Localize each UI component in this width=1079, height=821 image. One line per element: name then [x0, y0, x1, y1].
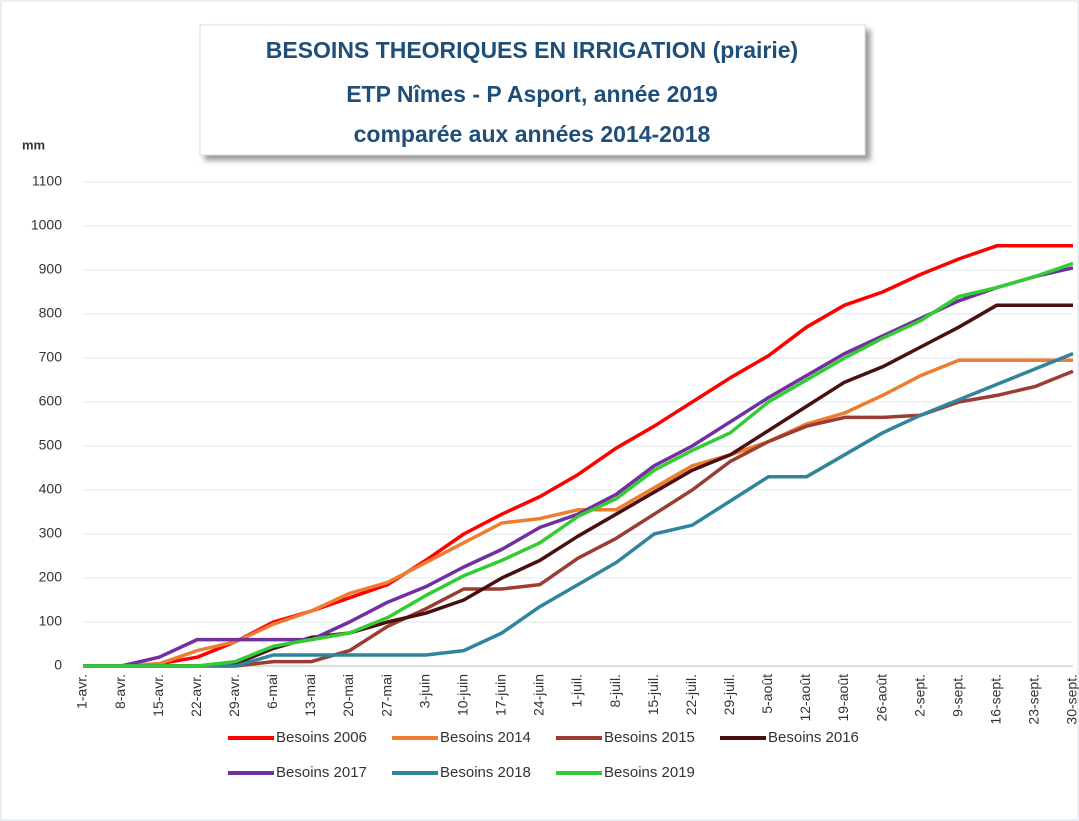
legend-label: Besoins 2018 [440, 764, 531, 781]
series-line [83, 358, 1073, 668]
y-axis-label: mm [22, 137, 45, 152]
x-tick-label: 3-juin [416, 674, 432, 708]
legend-label: Besoins 2016 [768, 729, 859, 746]
y-tick-label: 800 [39, 305, 63, 321]
x-tick-label: 9-sept. [949, 674, 965, 717]
x-tick-label: 8-juil. [607, 674, 623, 707]
y-tick-label: 500 [39, 437, 63, 453]
chart-title: comparée aux années 2014-2018 [354, 121, 711, 147]
x-tick-label: 23-sept. [1026, 674, 1042, 725]
x-tick-label: 24-juin [531, 674, 547, 716]
y-tick-label: 900 [39, 261, 63, 277]
y-tick-label: 200 [39, 569, 63, 585]
x-tick-label: 19-août [835, 674, 851, 722]
x-tick-label: 15-juil. [645, 674, 661, 715]
x-tick-label: 12-août [797, 674, 813, 722]
chart-title: ETP Nîmes - P Asport, année 2019 [346, 81, 718, 107]
x-tick-label: 2-sept. [911, 674, 927, 717]
x-tick-label: 17-juin [493, 674, 509, 716]
legend-label: Besoins 2014 [440, 729, 531, 746]
x-tick-label: 15-avr. [150, 674, 166, 717]
x-tick-label: 26-août [873, 674, 889, 722]
y-tick-label: 1100 [32, 173, 62, 189]
y-tick-label: 0 [54, 657, 62, 673]
y-tick-label: 700 [39, 349, 63, 365]
x-tick-label: 22-juil. [683, 674, 699, 715]
x-tick-label: 13-mai [302, 674, 318, 717]
y-tick-label: 1000 [31, 217, 62, 233]
title-box [199, 24, 866, 156]
chart-title: BESOINS THEORIQUES EN IRRIGATION (prairi… [266, 37, 798, 63]
x-tick-label: 30-sept. [1064, 674, 1079, 725]
legend-label: Besoins 2017 [276, 764, 367, 781]
x-tick-label: 5-août [759, 674, 775, 714]
y-tick-label: 300 [39, 525, 63, 541]
series-line [83, 261, 1074, 668]
x-tick-label: 29-avr. [226, 674, 242, 717]
series-line [83, 303, 1073, 668]
y-tick-label: 400 [39, 481, 63, 497]
x-tick-label: 10-juin [454, 674, 470, 716]
x-tick-label: 29-juil. [721, 674, 737, 715]
series-line [83, 369, 1074, 668]
x-tick-label: 20-mai [340, 674, 356, 717]
legend-label: Besoins 2006 [276, 729, 367, 746]
x-tick-label: 16-sept. [988, 674, 1004, 725]
x-tick-label: 1-avr. [74, 674, 90, 709]
y-tick-label: 600 [39, 393, 63, 409]
series-line [83, 266, 1074, 668]
x-tick-label: 27-mai [378, 674, 394, 717]
series-line [83, 351, 1074, 668]
x-tick-label: 1-juil. [569, 674, 585, 707]
x-tick-label: 22-avr. [188, 674, 204, 717]
x-tick-label: 6-mai [264, 674, 280, 709]
x-tick-label: 8-avr. [112, 674, 128, 709]
legend-label: Besoins 2015 [604, 729, 695, 746]
y-tick-label: 100 [39, 613, 63, 629]
legend-label: Besoins 2019 [604, 764, 695, 781]
